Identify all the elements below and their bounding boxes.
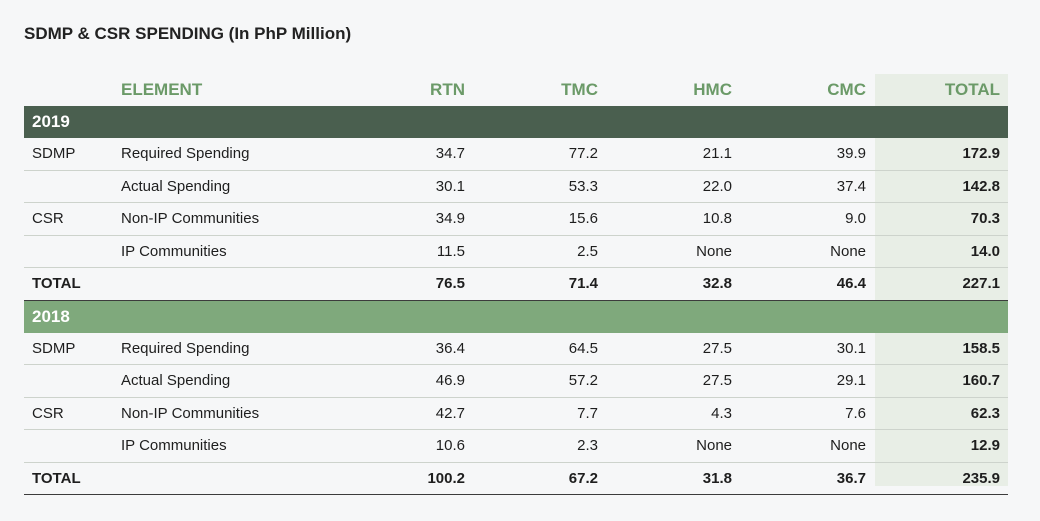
tmc-cell: 57.2 (568, 372, 598, 390)
table-row: IP Communities 10.6 2.3 None None 12.9 (24, 430, 1008, 463)
cmc-cell: None (830, 437, 866, 455)
cmc-total: 46.4 (836, 275, 866, 293)
total-label: TOTAL (32, 275, 81, 293)
total-cell: 14.0 (970, 242, 1000, 260)
total-row-2018: TOTAL 100.2 67.2 31.8 36.7 235.9 (24, 463, 1008, 495)
cmc-cell: 29.1 (836, 372, 866, 390)
hmc-cell: 10.8 (702, 210, 732, 228)
rtn-cell: 34.7 (435, 145, 465, 163)
spending-table: ELEMENT RTN TMC HMC CMC TOTAL 2019 SDMP … (24, 74, 1008, 495)
table-row: CSR Non-IP Communities 34.9 15.6 10.8 9.… (24, 203, 1008, 236)
hmc-cell: 21.1 (702, 145, 732, 163)
rtn-cell: 30.1 (435, 177, 465, 195)
total-cell: 160.7 (962, 372, 1000, 390)
total-cell: 70.3 (970, 210, 1000, 228)
category-cell: SDMP (32, 339, 76, 357)
element-cell: IP Communities (121, 437, 227, 455)
total-row-2019: TOTAL 76.5 71.4 32.8 46.4 227.1 (24, 268, 1008, 301)
rtn-cell: 34.9 (435, 210, 465, 228)
year-band-2018: 2018 (24, 300, 1008, 333)
cmc-cell: 9.0 (845, 210, 866, 228)
tmc-cell: 64.5 (568, 339, 598, 357)
total-cell: 62.3 (970, 404, 1000, 422)
element-cell: Required Spending (121, 145, 250, 163)
grand-total: 227.1 (962, 275, 1000, 293)
hmc-total: 31.8 (702, 469, 732, 487)
cmc-cell: 7.6 (845, 404, 866, 422)
cmc-cell: None (830, 242, 866, 260)
rtn-cell: 42.7 (435, 404, 465, 422)
grand-total: 235.9 (962, 469, 1000, 487)
header-row: ELEMENT RTN TMC HMC CMC TOTAL (24, 74, 1008, 106)
tmc-total: 67.2 (568, 469, 598, 487)
rtn-total: 100.2 (427, 469, 465, 487)
rtn-total: 76.5 (435, 275, 465, 293)
total-label: TOTAL (32, 469, 81, 487)
hmc-cell: 27.5 (702, 372, 732, 390)
category-cell: CSR (32, 404, 64, 422)
table-row: Actual Spending 46.9 57.2 27.5 29.1 160.… (24, 365, 1008, 398)
table-row: SDMP Required Spending 36.4 64.5 27.5 30… (24, 333, 1008, 365)
rtn-cell: 11.5 (436, 242, 465, 260)
table-row: CSR Non-IP Communities 42.7 7.7 4.3 7.6 … (24, 398, 1008, 430)
table-row: Actual Spending 30.1 53.3 22.0 37.4 142.… (24, 171, 1008, 203)
header-element: ELEMENT (121, 80, 203, 99)
tmc-cell: 53.3 (568, 177, 598, 195)
element-cell: Non-IP Communities (121, 210, 260, 228)
page-title: SDMP & CSR SPENDING (In PhP Million) (24, 24, 352, 43)
header-tmc: TMC (561, 80, 598, 99)
year-band-2019: 2019 (24, 106, 1008, 138)
tmc-cell: 7.7 (577, 404, 598, 422)
table-row: IP Communities 11.5 2.5 None None 14.0 (24, 236, 1008, 268)
header-total: TOTAL (944, 80, 1000, 99)
element-cell: IP Communities (121, 242, 227, 260)
hmc-cell: None (696, 242, 732, 260)
element-cell: Actual Spending (121, 177, 231, 195)
tmc-cell: 77.2 (568, 145, 598, 163)
hmc-total: 32.8 (702, 275, 732, 293)
rtn-cell: 10.6 (435, 437, 465, 455)
hmc-cell: 4.3 (711, 404, 732, 422)
header-rtn: RTN (430, 80, 465, 99)
tmc-cell: 2.5 (577, 242, 598, 260)
total-cell: 142.8 (962, 177, 1000, 195)
cmc-cell: 30.1 (836, 339, 866, 357)
tmc-total: 71.4 (568, 275, 598, 293)
hmc-cell: 27.5 (702, 339, 732, 357)
element-cell: Actual Spending (121, 372, 231, 390)
category-cell: CSR (32, 210, 64, 228)
year-label: 2019 (32, 112, 70, 131)
cmc-cell: 37.4 (836, 177, 866, 195)
rtn-cell: 36.4 (435, 339, 465, 357)
year-label: 2018 (32, 306, 70, 326)
total-column-highlight (875, 74, 1008, 486)
cmc-total: 36.7 (836, 469, 866, 487)
table-row: SDMP Required Spending 34.7 77.2 21.1 39… (24, 138, 1008, 171)
element-cell: Non-IP Communities (121, 404, 260, 422)
hmc-cell: 22.0 (702, 177, 732, 195)
element-cell: Required Spending (121, 339, 250, 357)
tmc-cell: 15.6 (568, 210, 598, 228)
header-hmc: HMC (693, 80, 732, 99)
header-cmc: CMC (827, 80, 866, 99)
hmc-cell: None (696, 437, 732, 455)
category-cell: SDMP (32, 145, 76, 163)
rtn-cell: 46.9 (435, 372, 465, 390)
total-cell: 172.9 (962, 145, 1000, 163)
total-cell: 12.9 (970, 437, 1000, 455)
total-cell: 158.5 (962, 339, 1000, 357)
tmc-cell: 2.3 (577, 437, 598, 455)
cmc-cell: 39.9 (836, 145, 866, 163)
